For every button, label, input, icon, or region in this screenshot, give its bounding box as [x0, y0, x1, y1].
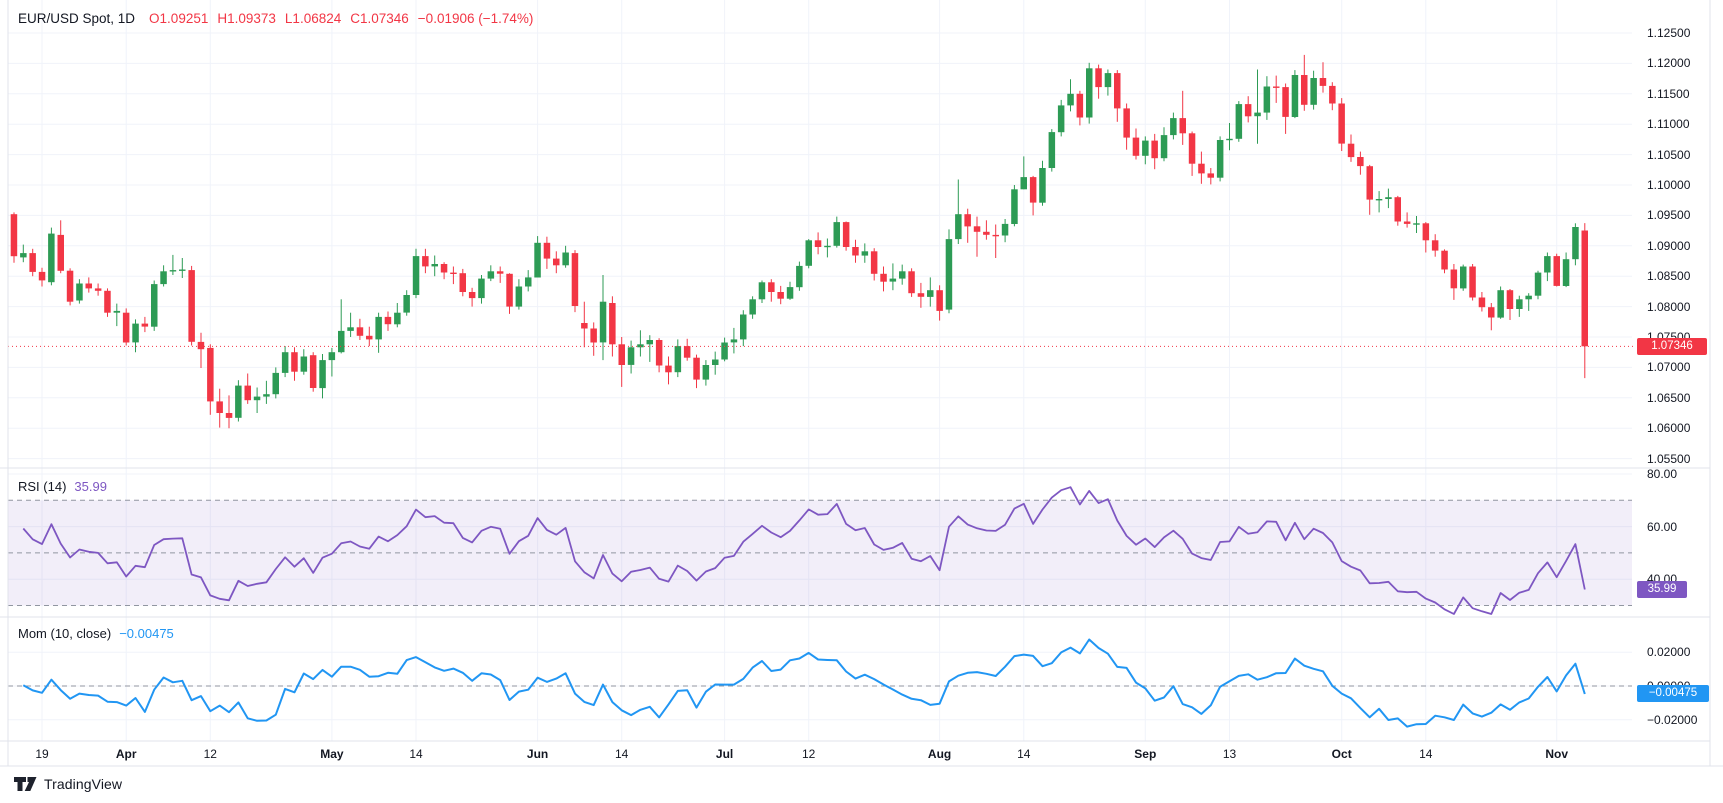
time-tick-apr: Apr [115, 747, 137, 761]
last-price-badge: 1.07346 [1637, 338, 1707, 355]
time-tick-12: 12 [802, 747, 816, 761]
mom-pane-label: Mom (10, close) −0.00475 [18, 626, 174, 642]
price-axis-label: 1.09500 [1647, 208, 1691, 222]
time-tick-sep: Sep [1134, 747, 1157, 761]
price-axis-label: 1.09000 [1647, 239, 1691, 253]
rsi-pane-label: RSI (14) 35.99 [18, 479, 107, 495]
symbol-title[interactable]: EUR/USD Spot, 1D [18, 11, 136, 26]
price-axis-label: 1.11000 [1647, 117, 1690, 131]
mom-title[interactable]: Mom (10, close) [18, 626, 112, 641]
time-tick-jun: Jun [526, 747, 549, 761]
time-tick-jul: Jul [715, 747, 734, 761]
rsi-line [22, 486, 1586, 615]
time-tick-19: 19 [35, 747, 49, 761]
tradingview-logo-icon [14, 777, 37, 791]
change-label: −0.01906 (−1.74%) [417, 11, 534, 26]
rsi-axis-label: 60.00 [1647, 520, 1678, 534]
mom-axis-label: 0.02000 [1647, 645, 1691, 659]
tradingview-logo-text: TradingView [44, 776, 123, 792]
rsi-title[interactable]: RSI (14) [18, 479, 67, 494]
price-axis-label: 1.11500 [1647, 87, 1690, 101]
price-axis-label: 1.07000 [1647, 360, 1691, 374]
price-axis-label: 1.10500 [1647, 148, 1691, 162]
price-axis-label: 1.10000 [1647, 178, 1691, 192]
mom-line [22, 638, 1586, 728]
candlestick-series [10, 54, 1588, 429]
time-tick-14: 14 [1419, 747, 1433, 761]
ohlc-high: H1.09373 [217, 11, 276, 26]
ohlc-close: C1.07346 [350, 11, 409, 26]
price-axis-label: 1.12500 [1647, 26, 1691, 40]
rsi-value: 35.99 [74, 479, 107, 494]
price-axis-label: 1.06000 [1647, 421, 1691, 435]
ohlc-open: O1.09251 [149, 11, 209, 26]
rsi-value-badge: 35.99 [1637, 581, 1687, 598]
symbol-header: EUR/USD Spot, 1D O1.09251 H1.09373 L1.06… [18, 10, 533, 28]
time-tick-oct: Oct [1331, 747, 1352, 761]
mom-axis-label: −0.02000 [1647, 713, 1698, 727]
price-axis-label: 1.12000 [1647, 56, 1691, 70]
time-tick-aug: Aug [927, 747, 952, 761]
mom-value: −0.00475 [119, 626, 174, 641]
time-tick-13: 13 [1222, 747, 1237, 761]
time-tick-14: 14 [615, 747, 629, 761]
price-axis-label: 1.08000 [1647, 300, 1691, 314]
time-tick-may: May [320, 747, 344, 761]
time-tick-nov: Nov [1545, 747, 1569, 761]
rsi-axis-label: 80.00 [1647, 467, 1678, 481]
time-tick-12: 12 [203, 747, 217, 761]
time-tick-14: 14 [409, 747, 423, 761]
price-axis-label: 1.06500 [1647, 391, 1691, 405]
tradingview-logo[interactable]: TradingView [14, 776, 122, 792]
price-axis-label: 1.05500 [1647, 452, 1691, 466]
time-tick-14: 14 [1017, 747, 1031, 761]
mom-value-badge: −0.00475 [1637, 685, 1709, 702]
ohlc-low: L1.06824 [284, 11, 342, 26]
price-axis-label: 1.08500 [1647, 269, 1691, 283]
